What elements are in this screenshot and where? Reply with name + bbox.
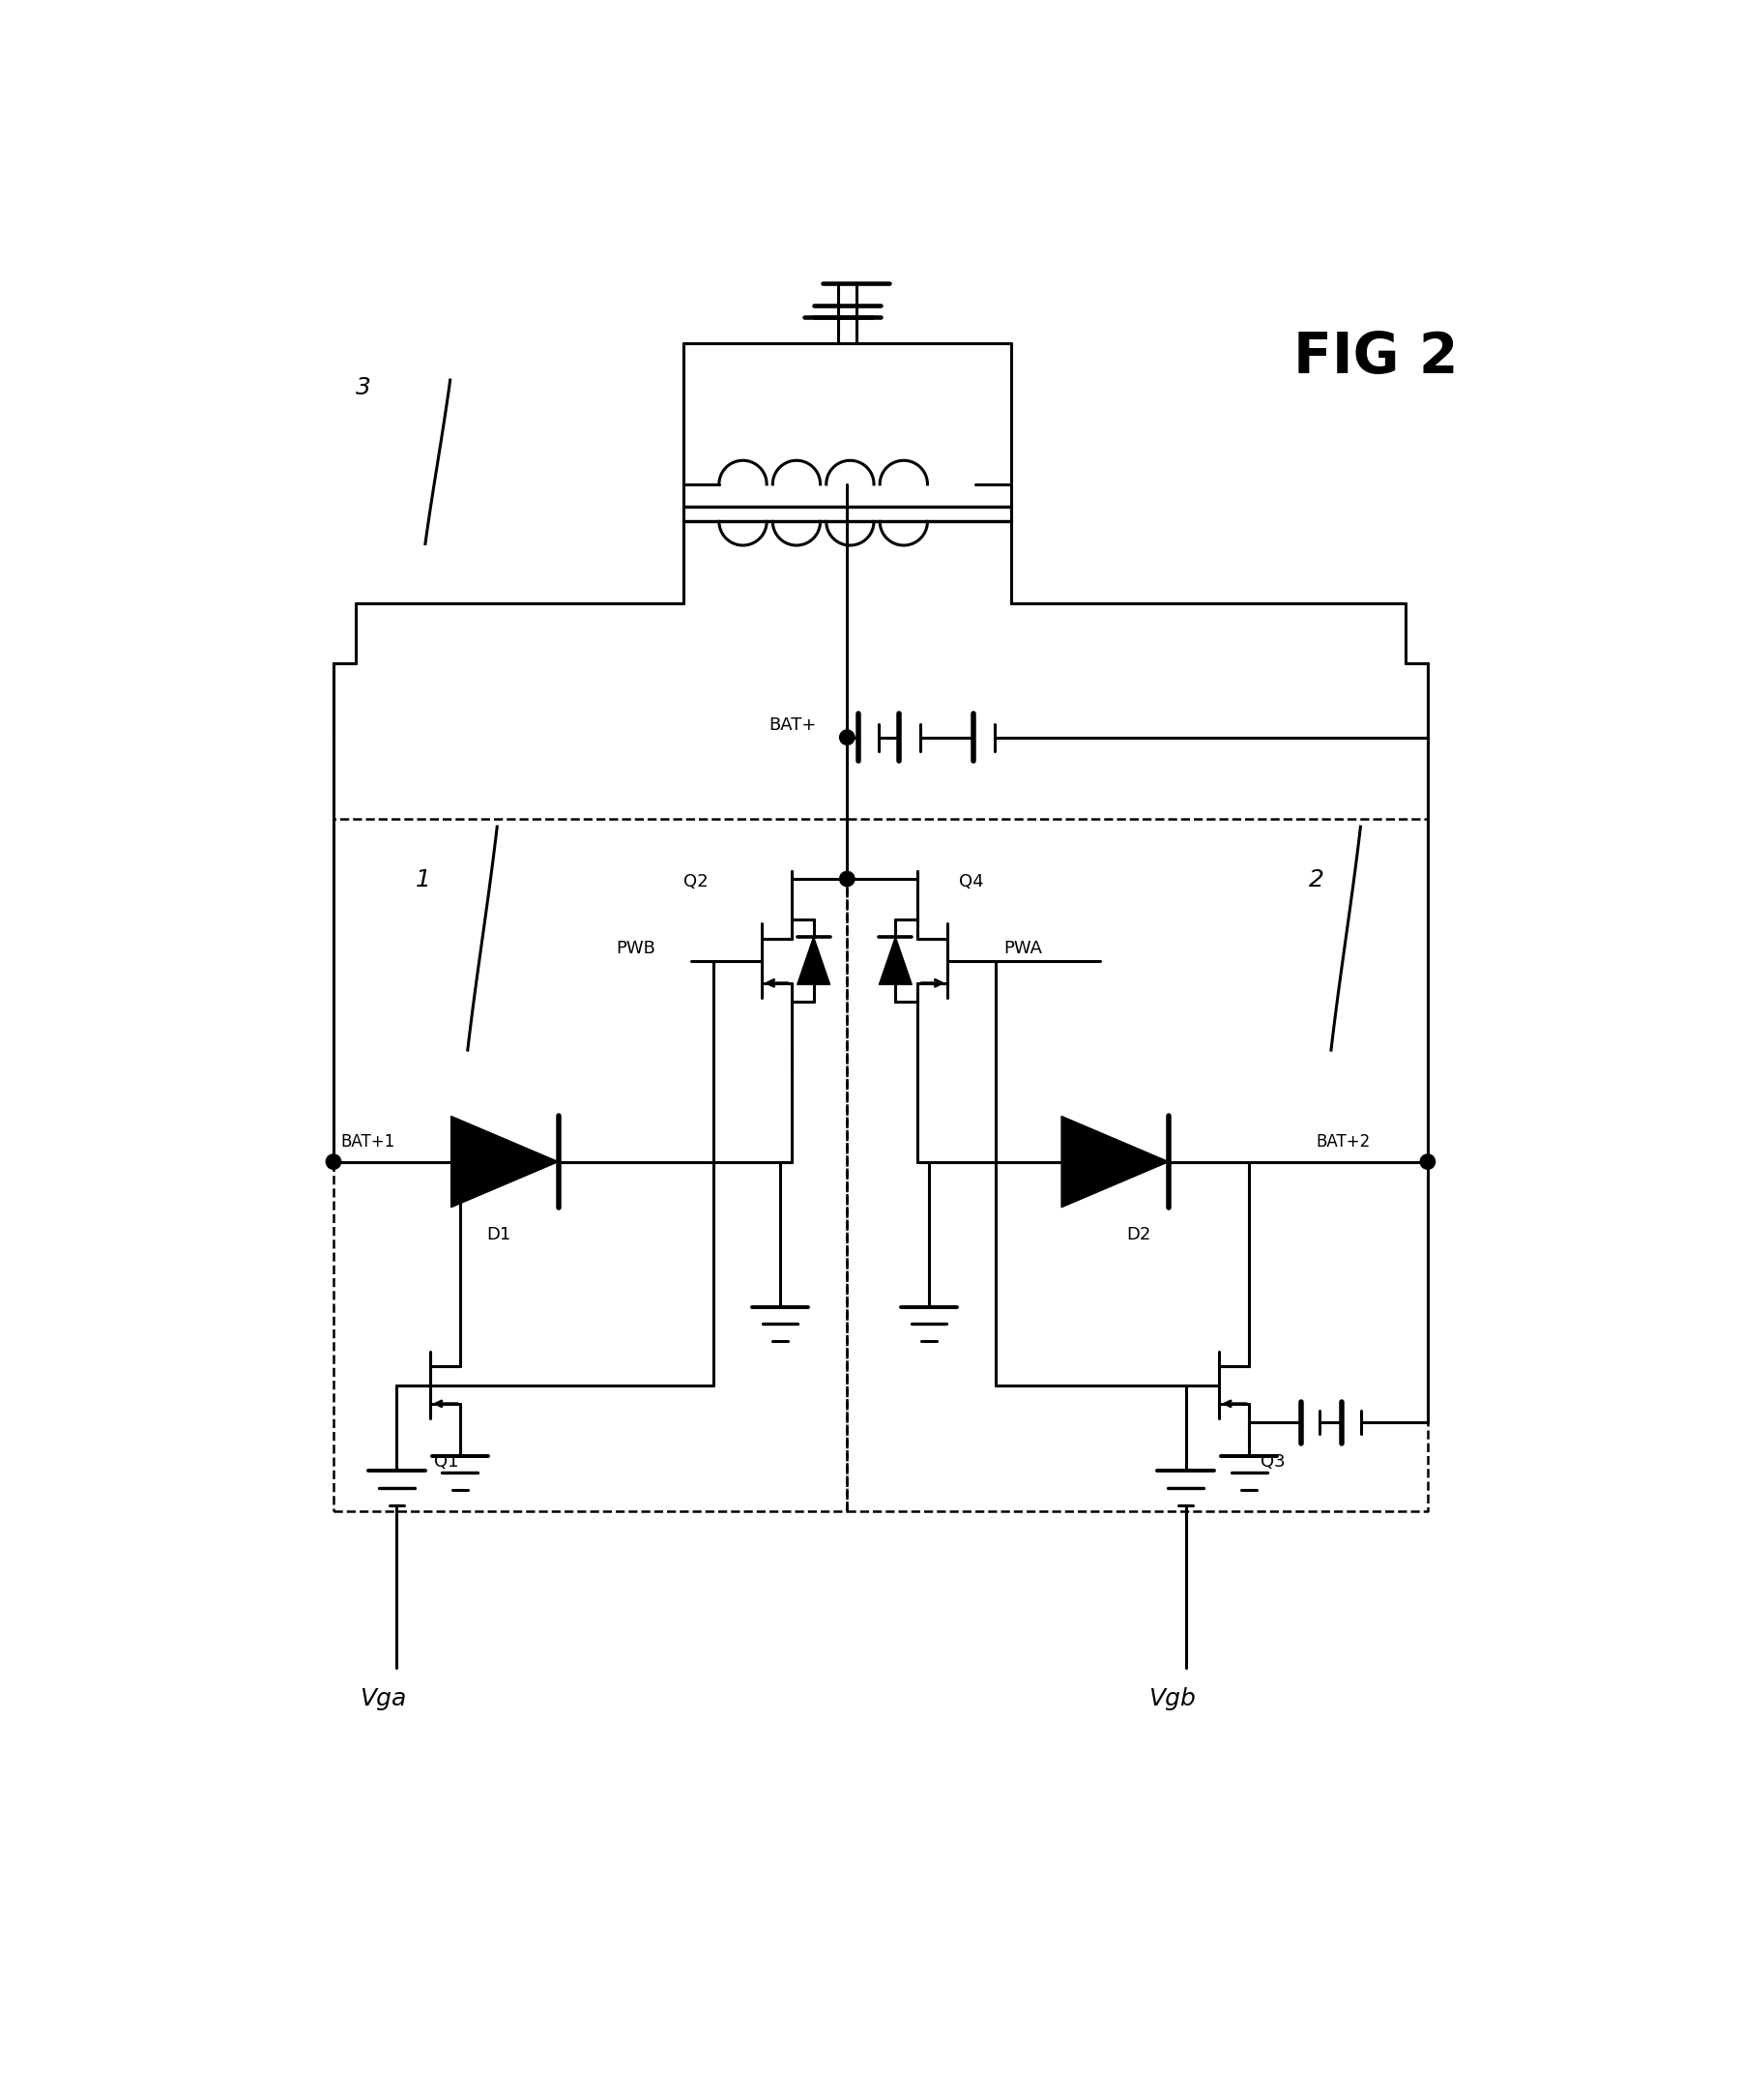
Text: FIG 2: FIG 2 (1293, 330, 1458, 384)
Circle shape (1420, 1155, 1436, 1170)
Text: BAT+2: BAT+2 (1315, 1134, 1371, 1151)
Text: Q2: Q2 (684, 874, 708, 890)
Circle shape (840, 872, 854, 886)
Polygon shape (451, 1117, 559, 1208)
Text: D2: D2 (1126, 1226, 1150, 1243)
Polygon shape (879, 937, 912, 985)
Text: Vga: Vga (360, 1686, 407, 1709)
Text: D1: D1 (485, 1226, 510, 1243)
Text: BAT+1: BAT+1 (341, 1134, 395, 1151)
Polygon shape (797, 937, 830, 985)
Text: 3: 3 (355, 376, 371, 399)
Text: 1: 1 (416, 867, 432, 890)
Polygon shape (1061, 1117, 1169, 1208)
Text: PWB: PWB (616, 941, 656, 958)
Circle shape (325, 1155, 341, 1170)
Circle shape (840, 731, 854, 746)
Text: PWA: PWA (1004, 941, 1042, 958)
Text: 2: 2 (1308, 867, 1324, 890)
Text: BAT+: BAT+ (769, 716, 816, 733)
Text: Q1: Q1 (433, 1453, 459, 1470)
Text: Vgb: Vgb (1148, 1686, 1195, 1709)
Text: Q3: Q3 (1260, 1453, 1284, 1470)
Text: Q4: Q4 (959, 874, 983, 890)
